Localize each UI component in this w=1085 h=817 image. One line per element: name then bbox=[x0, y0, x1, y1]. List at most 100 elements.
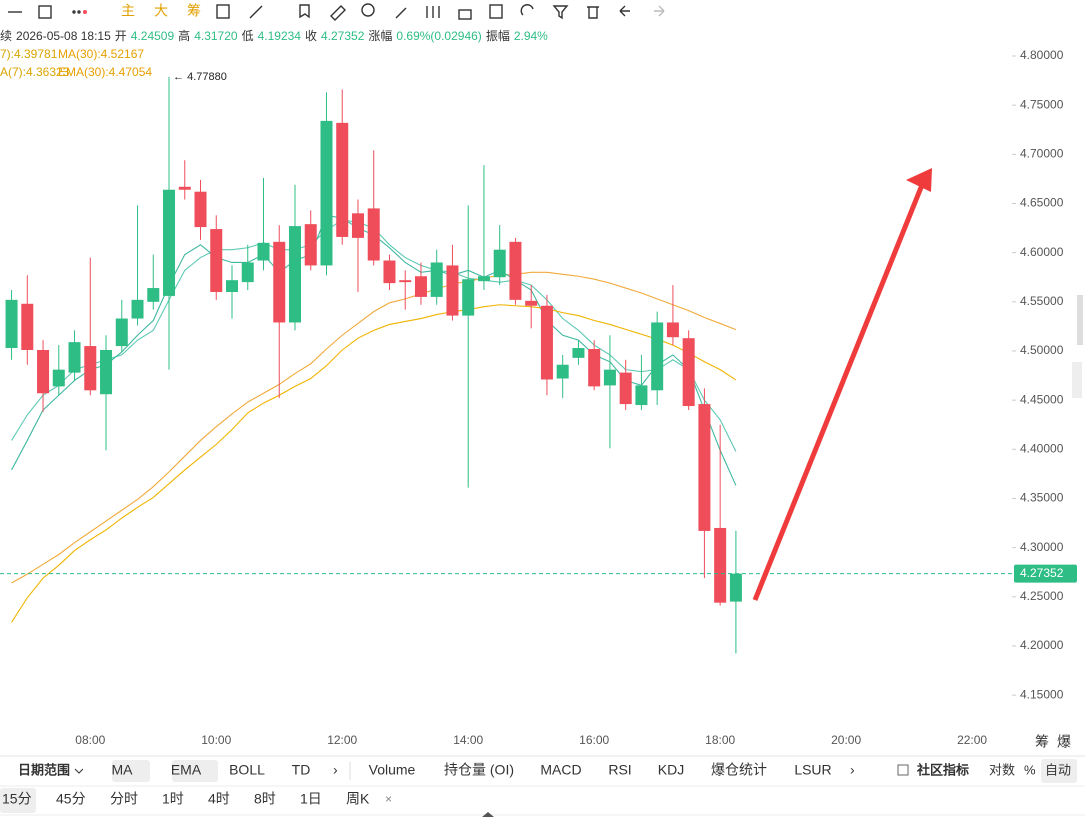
candle-body bbox=[572, 348, 585, 358]
more-button[interactable]: › bbox=[850, 762, 855, 778]
auto-bg bbox=[1041, 759, 1077, 783]
candle-body bbox=[540, 305, 553, 380]
collapse-handle[interactable] bbox=[482, 812, 494, 817]
toolbar-item[interactable]: 大 bbox=[154, 3, 168, 19]
candle-body bbox=[84, 346, 97, 391]
indicator-tab[interactable]: EMA bbox=[171, 762, 202, 778]
candle-body bbox=[194, 191, 207, 228]
interval-tab[interactable]: 1时 bbox=[162, 791, 184, 807]
info-prefix: 续 bbox=[0, 29, 12, 43]
community-indicators[interactable]: 社区指标 bbox=[916, 762, 969, 777]
candle-body bbox=[21, 303, 34, 350]
interval-tab[interactable]: 1日 bbox=[300, 791, 322, 807]
indicator-tab[interactable]: MA bbox=[112, 762, 134, 778]
candle-body bbox=[619, 372, 632, 405]
candle-body bbox=[147, 288, 160, 302]
candle-body bbox=[682, 338, 695, 407]
sub-indicator-tab[interactable]: 爆仓统计 bbox=[711, 762, 767, 778]
info-open: 4.24509 bbox=[131, 29, 175, 43]
indicator-active-bg bbox=[172, 760, 218, 782]
candle-body bbox=[603, 369, 616, 386]
interval-tab[interactable]: 分时 bbox=[110, 791, 138, 807]
candle-body bbox=[226, 280, 239, 292]
indicator-tab[interactable]: TD bbox=[292, 762, 311, 778]
indicator-active-bg bbox=[112, 760, 150, 782]
ma-line bbox=[11, 271, 737, 584]
candle-body bbox=[336, 122, 349, 237]
x-tick-label: 14:00 bbox=[453, 733, 483, 747]
side-label[interactable]: 筹 bbox=[1035, 734, 1049, 750]
more-button[interactable]: › bbox=[333, 762, 338, 778]
candle-body bbox=[651, 322, 664, 391]
candle-body bbox=[131, 299, 144, 319]
last-price-label: 4.27352 bbox=[1020, 566, 1064, 580]
sub-indicator-tab[interactable]: LSUR bbox=[794, 762, 831, 778]
y-tick-label: 4.50000 bbox=[1020, 343, 1064, 357]
candle-body bbox=[509, 241, 522, 300]
info-amplitude_label: 振幅 bbox=[486, 28, 510, 43]
y-tick-label: 4.80000 bbox=[1020, 48, 1064, 62]
indicator-tab[interactable]: BOLL bbox=[229, 762, 265, 778]
x-tick-label: 16:00 bbox=[579, 733, 609, 747]
date-range[interactable]: 日期范围 bbox=[18, 762, 70, 777]
sub-indicator-tab[interactable]: RSI bbox=[608, 762, 631, 778]
red-arrow bbox=[752, 168, 932, 601]
candle-body bbox=[446, 265, 459, 316]
candle-body bbox=[367, 208, 380, 261]
toolbar-item[interactable]: 主 bbox=[121, 3, 135, 19]
candle-body bbox=[351, 213, 364, 238]
sub-indicator-tab[interactable]: MACD bbox=[540, 762, 581, 778]
candle-body bbox=[714, 527, 727, 603]
close-intervals[interactable]: × bbox=[385, 792, 392, 806]
info-change: 0.69%(0.02946) bbox=[396, 29, 481, 43]
interval-active-bg bbox=[0, 788, 36, 813]
info-datetime: 2026-05-08 18:15 bbox=[16, 29, 111, 43]
candle-body bbox=[635, 385, 648, 406]
interval-tab[interactable]: 4时 bbox=[208, 791, 230, 807]
auto-toggle[interactable]: 自动 bbox=[1045, 762, 1071, 777]
y-tick-label: 4.55000 bbox=[1020, 294, 1064, 308]
y-tick-label: 4.25000 bbox=[1020, 589, 1064, 603]
ohlc-info: 续 2026-05-08 18:15 开 4.24509 高 4.31720 低 4.1923… bbox=[0, 28, 548, 43]
candle-body bbox=[257, 242, 270, 261]
legend-entry: EMA(30):4.47054 bbox=[58, 65, 152, 79]
y-tick-label: 4.30000 bbox=[1020, 540, 1064, 554]
side-toggle[interactable] bbox=[1072, 362, 1082, 398]
y-tick-label: 4.40000 bbox=[1020, 441, 1064, 455]
y-tick-label: 4.45000 bbox=[1020, 392, 1064, 406]
legend-entry: 7):4.39781 bbox=[0, 47, 58, 61]
interval-tab[interactable]: 45分 bbox=[56, 791, 86, 807]
candle-body bbox=[493, 249, 506, 278]
y-tick-label: 4.35000 bbox=[1020, 491, 1064, 505]
y-tick-label: 4.60000 bbox=[1020, 245, 1064, 259]
y-tick-label: 4.65000 bbox=[1020, 196, 1064, 210]
candle-body bbox=[52, 369, 65, 387]
x-tick-label: 22:00 bbox=[957, 733, 987, 747]
candle-body bbox=[462, 279, 475, 316]
x-tick-label: 10:00 bbox=[201, 733, 231, 747]
sub-indicator-tab[interactable]: KDJ bbox=[658, 762, 684, 778]
sub-indicator-tab[interactable]: 持仓量 (OI) bbox=[444, 762, 514, 778]
sub-indicator-tab[interactable]: Volume bbox=[369, 762, 416, 778]
candle-body bbox=[100, 349, 113, 395]
candle-body bbox=[525, 300, 538, 306]
info-low_label: 低 bbox=[242, 29, 254, 43]
candle-body bbox=[288, 226, 301, 323]
log-toggle[interactable]: 对数 bbox=[989, 762, 1015, 777]
info-low: 4.19234 bbox=[258, 29, 302, 43]
toolbar-item[interactable]: 筹 bbox=[187, 3, 201, 19]
candle-body bbox=[729, 573, 742, 602]
y-tick-label: 4.75000 bbox=[1020, 97, 1064, 111]
candle-body bbox=[430, 262, 443, 297]
y-tick-label: 4.20000 bbox=[1020, 638, 1064, 652]
info-high_label: 高 bbox=[178, 28, 190, 43]
interval-tab[interactable]: 15分 bbox=[2, 791, 32, 807]
percent-toggle[interactable]: % bbox=[1024, 762, 1036, 777]
interval-tab[interactable]: 周K bbox=[346, 791, 370, 807]
interval-tab[interactable]: 8时 bbox=[254, 791, 276, 807]
side-label[interactable]: 爆 bbox=[1057, 734, 1071, 750]
candle-body bbox=[210, 229, 223, 292]
candle-body bbox=[383, 260, 396, 284]
info-close: 4.27352 bbox=[321, 29, 365, 43]
